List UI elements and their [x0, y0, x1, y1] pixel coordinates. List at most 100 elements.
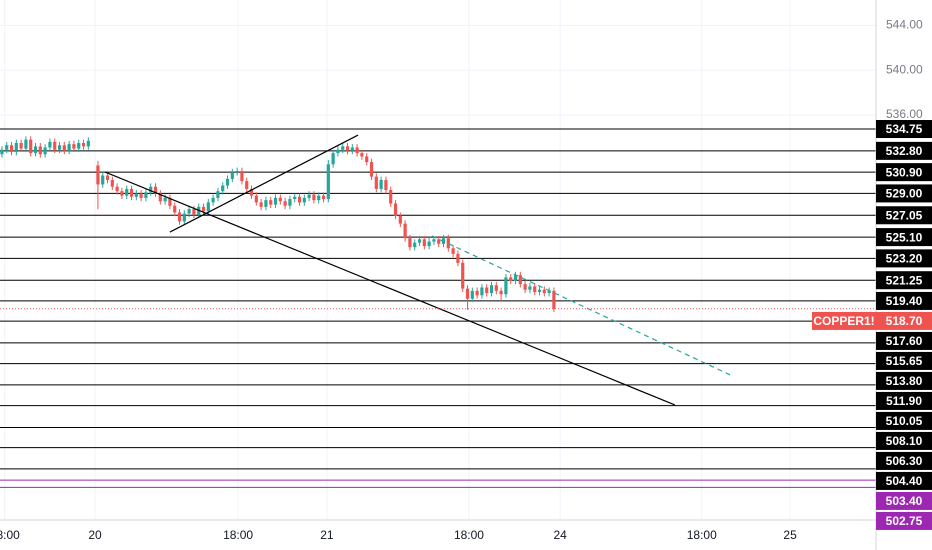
candle-body	[24, 139, 28, 149]
y-tick-label: 540.00	[886, 62, 923, 76]
candle-body	[43, 147, 47, 155]
candle-body	[125, 188, 129, 196]
candle-body	[513, 275, 518, 281]
level-label-box	[876, 120, 932, 139]
level-label-box	[876, 163, 932, 182]
candle-body	[5, 145, 9, 150]
candle-body	[379, 179, 383, 189]
level-label-box	[876, 228, 932, 247]
trend-line	[104, 171, 676, 406]
candle-body	[259, 202, 263, 207]
candle-body	[96, 165, 100, 185]
candle-body	[533, 286, 537, 292]
level-label-box	[876, 291, 932, 310]
candle-body	[499, 290, 503, 295]
candle-body	[552, 290, 556, 309]
level-label-box	[876, 471, 932, 490]
levels	[0, 128, 876, 488]
candle-body	[273, 197, 278, 205]
candle-body	[518, 275, 522, 285]
candle-body	[485, 287, 489, 294]
candle-body	[53, 141, 57, 150]
level-label: 525.10	[886, 230, 923, 244]
candle-body	[528, 286, 532, 290]
candle-body	[283, 201, 287, 206]
candle-body	[374, 176, 378, 189]
x-tick-label: 18:00	[687, 528, 717, 542]
level-label: 517.60	[886, 334, 923, 348]
candle-body	[307, 194, 311, 198]
candle-body	[230, 172, 234, 179]
candle-body	[504, 277, 508, 295]
level-label-box	[876, 371, 932, 390]
candle-body	[293, 196, 297, 200]
candle-body	[182, 213, 186, 222]
level-label: 515.65	[886, 354, 923, 368]
candle-body	[465, 288, 470, 299]
candle-body	[331, 153, 335, 165]
candle-body	[67, 144, 71, 151]
candle-body	[321, 195, 326, 200]
candle-body	[77, 143, 81, 149]
last-price-label: 518.70	[886, 314, 923, 328]
level-label: 529.00	[886, 187, 923, 201]
candle-body	[509, 277, 513, 281]
candle-body	[110, 179, 114, 187]
level-label-box	[876, 351, 932, 370]
candle-body	[398, 215, 402, 224]
candle-body	[350, 147, 354, 151]
candle-body	[187, 209, 191, 214]
level-label-box	[876, 431, 932, 450]
candle-body	[163, 197, 167, 202]
level-label-box	[876, 411, 932, 430]
candle-body	[456, 253, 460, 263]
candle-body	[389, 190, 393, 204]
candle-body	[312, 194, 316, 201]
level-label: 504.40	[886, 474, 923, 488]
level-label: 503.40	[886, 494, 923, 508]
candle-body	[115, 186, 119, 192]
candle-body	[19, 143, 23, 149]
candle-body	[461, 262, 465, 289]
candle-body	[547, 290, 551, 294]
candle-body	[384, 179, 388, 191]
candle-body	[86, 140, 90, 147]
candle-body	[158, 193, 162, 202]
candle-body	[408, 238, 412, 248]
candle-body	[144, 192, 148, 198]
candle-body	[523, 284, 527, 290]
level-label: 502.75	[886, 514, 923, 528]
level-label: 511.90	[886, 394, 922, 408]
candle-body	[14, 143, 18, 152]
candle-body	[403, 223, 407, 239]
level-label-box	[876, 511, 932, 530]
level-label-box	[876, 206, 932, 225]
symbol-label-box	[812, 311, 876, 330]
candle-body	[317, 195, 321, 201]
x-tick-label: 24	[553, 528, 567, 542]
candle-body	[413, 242, 417, 248]
candle-body	[62, 145, 66, 151]
y-tick-label: 536.00	[886, 107, 923, 121]
x-tick-label: 18:00	[454, 528, 484, 542]
level-label-box	[876, 141, 932, 160]
level-label: 523.20	[886, 252, 923, 266]
candle-body	[245, 181, 249, 189]
candle-body	[288, 199, 292, 206]
candle-body	[422, 239, 426, 247]
candle-body	[177, 212, 182, 222]
last-price-label-box	[876, 311, 932, 330]
x-tick-label: 25	[783, 528, 797, 542]
candle-body	[451, 248, 455, 254]
candle-body	[369, 162, 374, 177]
level-label: 530.90	[886, 165, 923, 179]
level-label: 508.10	[886, 434, 923, 448]
candle-body	[326, 164, 330, 200]
candle-body	[206, 202, 210, 212]
level-label-box	[876, 451, 932, 470]
trend-line	[431, 235, 731, 376]
candle-body	[29, 139, 33, 154]
